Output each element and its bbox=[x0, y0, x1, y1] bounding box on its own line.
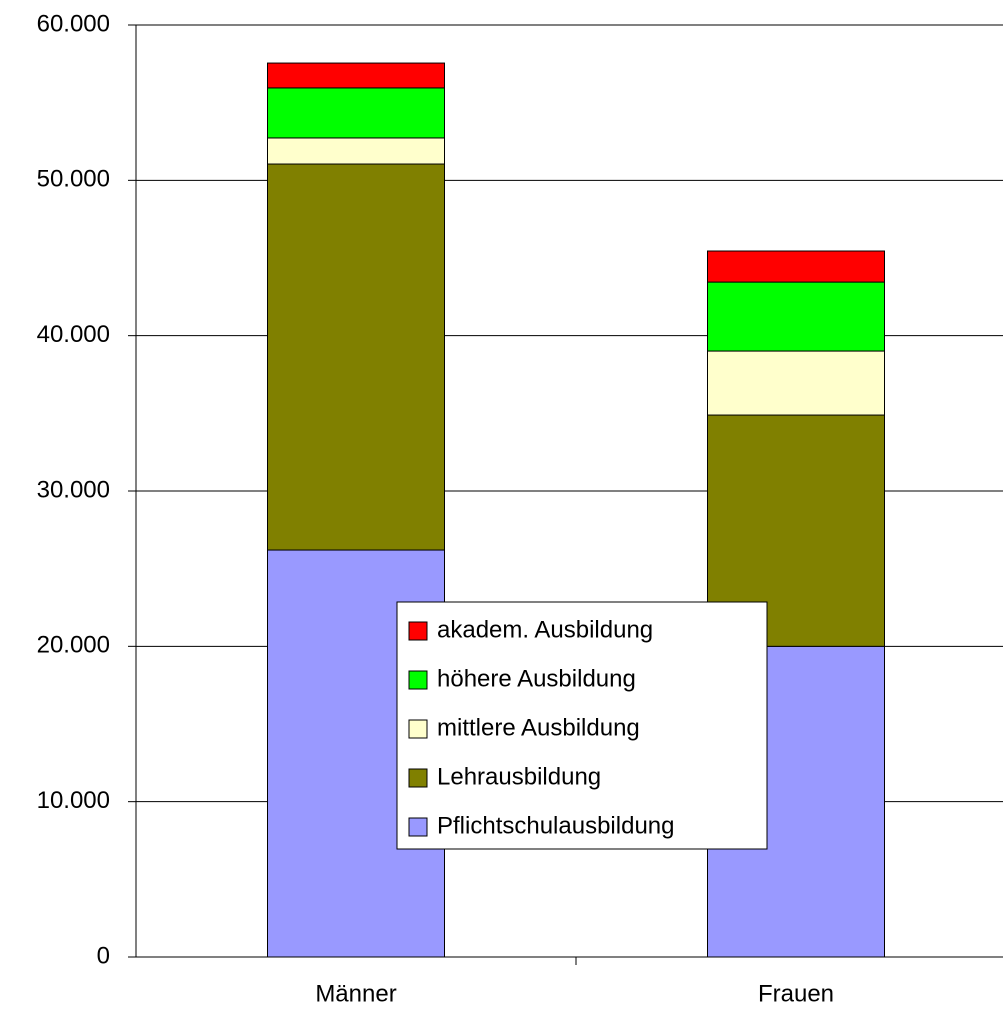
x-tick-label: Männer bbox=[315, 980, 396, 1007]
y-tick-label: 20.000 bbox=[37, 632, 110, 659]
legend-swatch bbox=[408, 621, 428, 641]
legend-swatch bbox=[408, 817, 428, 837]
bar-segment bbox=[707, 350, 885, 416]
legend-box bbox=[396, 601, 768, 850]
bar-segment bbox=[707, 281, 885, 352]
legend-label: mittlere Ausbildung bbox=[437, 714, 640, 741]
y-tick-label: 50.000 bbox=[37, 166, 110, 193]
y-tick-label: 10.000 bbox=[37, 787, 110, 814]
legend-swatch bbox=[408, 670, 428, 690]
legend-label: Pflichtschulausbildung bbox=[437, 812, 674, 839]
bar-segment bbox=[267, 137, 445, 165]
legend-label: höhere Ausbildung bbox=[437, 665, 636, 692]
y-tick-label: 40.000 bbox=[37, 321, 110, 348]
legend-label: Lehrausbildung bbox=[437, 763, 601, 790]
legend-swatch bbox=[408, 719, 428, 739]
x-tick-label: Frauen bbox=[758, 980, 834, 1007]
legend-label: akadem. Ausbildung bbox=[437, 616, 653, 643]
bar-segment bbox=[267, 87, 445, 139]
bar-segment bbox=[707, 250, 885, 283]
y-tick-label: 60.000 bbox=[37, 10, 110, 37]
legend-swatch bbox=[408, 768, 428, 788]
y-tick-label: 0 bbox=[97, 942, 110, 969]
y-tick-label: 30.000 bbox=[37, 476, 110, 503]
bar-segment bbox=[267, 62, 445, 89]
bar-segment bbox=[267, 163, 445, 551]
